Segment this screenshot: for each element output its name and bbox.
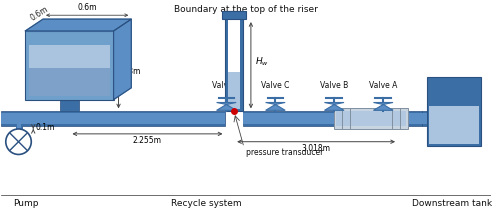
Text: Pump: Pump <box>12 199 38 208</box>
Polygon shape <box>324 102 344 104</box>
Polygon shape <box>114 19 132 99</box>
Text: 0.8m: 0.8m <box>122 67 141 76</box>
Bar <box>336 111 406 126</box>
Circle shape <box>6 129 32 154</box>
Bar <box>226 11 243 111</box>
Polygon shape <box>266 102 285 104</box>
Text: Upstream: Upstream <box>53 50 94 59</box>
Text: 0.1m: 0.1m <box>35 123 54 132</box>
Text: Valve D: Valve D <box>212 81 241 90</box>
Text: 3.018m: 3.018m <box>302 144 330 153</box>
Polygon shape <box>374 102 393 104</box>
Polygon shape <box>374 104 393 110</box>
Bar <box>30 45 110 96</box>
Bar <box>228 17 240 109</box>
Text: Valve C: Valve C <box>261 81 290 90</box>
Text: Recycle system: Recycle system <box>172 199 242 208</box>
Bar <box>428 77 482 146</box>
Polygon shape <box>26 19 132 31</box>
Text: 0.6m: 0.6m <box>78 3 97 12</box>
Bar <box>30 68 110 96</box>
Bar <box>430 106 480 144</box>
Text: Boundary at the top of the riser: Boundary at the top of the riser <box>174 5 318 14</box>
Text: Valve B: Valve B <box>320 81 348 90</box>
Text: 2.255m: 2.255m <box>133 136 162 145</box>
Bar <box>334 108 408 129</box>
Text: pressure transducer: pressure transducer <box>246 148 324 157</box>
Bar <box>243 113 422 124</box>
Text: Downstream tank: Downstream tank <box>412 199 492 208</box>
Bar <box>422 111 428 126</box>
Bar <box>26 31 114 99</box>
Text: $L_a$: $L_a$ <box>366 112 376 125</box>
Bar <box>60 99 80 111</box>
Bar <box>228 72 240 109</box>
Bar <box>1 111 226 126</box>
Polygon shape <box>216 102 236 104</box>
Text: tank: tank <box>64 59 82 68</box>
Text: 0.6m: 0.6m <box>28 5 50 23</box>
Text: $H_w$: $H_w$ <box>255 55 269 68</box>
Bar <box>243 111 422 126</box>
Bar <box>422 113 428 124</box>
Bar <box>222 11 246 19</box>
Polygon shape <box>216 104 236 110</box>
Polygon shape <box>266 104 285 110</box>
Polygon shape <box>324 104 344 110</box>
Text: Valve A: Valve A <box>369 81 398 90</box>
Bar <box>1 113 226 124</box>
